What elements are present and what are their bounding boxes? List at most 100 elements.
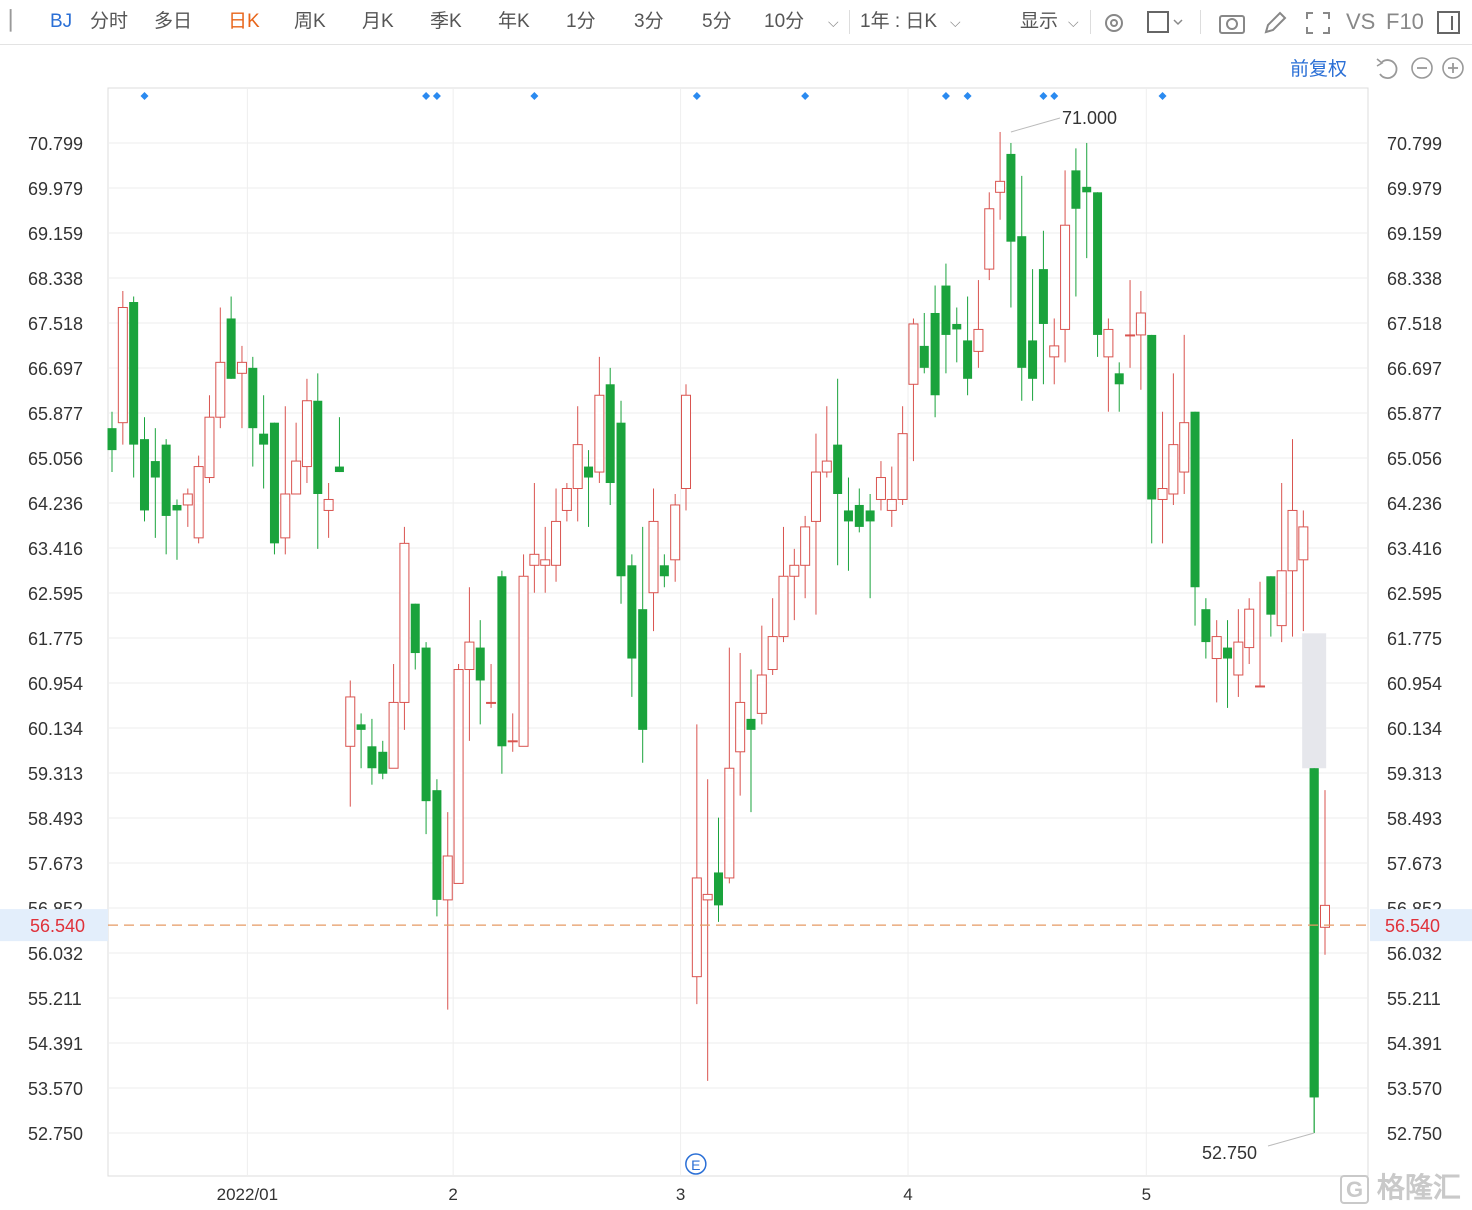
x-tick-label: 3 <box>676 1185 685 1204</box>
candle-body-up <box>1320 904 1330 928</box>
event-diamond <box>432 92 441 100</box>
tab-6[interactable]: 年K <box>498 11 530 32</box>
chart-toolbar: ▏ BJ 分时 多日 日K 周K 月K 季K 年K 1分 3分 5分 10分 ⌵ 1年 : 日K ⌵… <box>0 0 1472 45</box>
candle-body-up <box>875 477 886 500</box>
candle-body-up <box>388 701 399 769</box>
candle-body-down <box>410 603 420 654</box>
toolbar-divider <box>1200 10 1201 34</box>
market-label[interactable]: BJ <box>50 11 73 32</box>
candle-body-down <box>638 609 648 730</box>
candle-body-down <box>1223 647 1233 659</box>
candle-body-up <box>1179 422 1190 473</box>
candle-body-down <box>1082 186 1092 193</box>
candle-body-down <box>248 367 258 429</box>
candle-body-down <box>172 504 182 511</box>
event-diamond <box>1039 92 1048 100</box>
candle-body-up <box>681 394 692 490</box>
candle-body-up <box>507 740 518 743</box>
zoom-out-icon[interactable] <box>1411 57 1433 79</box>
tab-5[interactable]: 季K <box>430 11 462 32</box>
candle-body-down <box>259 433 269 445</box>
candle-body-down <box>1201 609 1211 643</box>
undo-icon[interactable] <box>1376 58 1398 79</box>
y-tick-label-left: 57.673 <box>28 854 83 874</box>
panel-toggle-icon[interactable] <box>1436 10 1462 36</box>
period-selector[interactable]: 1年 : 日K <box>860 11 938 32</box>
last-price-label-left: 56.540 <box>30 916 85 936</box>
y-tick-label-left: 58.493 <box>28 809 83 829</box>
fullscreen-icon[interactable] <box>1304 10 1332 36</box>
candle-body-up <box>236 361 247 374</box>
candle-body-up <box>464 641 475 671</box>
camera-icon[interactable] <box>1218 10 1246 36</box>
candle-body-down <box>616 422 626 577</box>
candle-body-down <box>941 285 951 335</box>
candle-body-up <box>691 877 702 978</box>
y-tick-label-right: 55.211 <box>1387 989 1441 1009</box>
candle-body-down <box>367 746 377 769</box>
y-tick-label-right: 56.032 <box>1387 944 1442 964</box>
tab-4[interactable]: 月K <box>362 11 394 32</box>
y-tick-label-left: 60.954 <box>28 674 83 694</box>
y-tick-label-right: 63.416 <box>1387 539 1442 559</box>
more-periods-chevron-icon[interactable]: ⌵ <box>828 14 839 30</box>
y-tick-label-left: 64.236 <box>28 494 83 514</box>
y-tick-label-right: 52.750 <box>1387 1124 1442 1144</box>
y-tick-label-left: 65.877 <box>28 404 83 424</box>
candle-body-up <box>323 498 334 511</box>
zoom-controls <box>1376 57 1464 79</box>
candle-body-down <box>605 384 615 484</box>
tab-3[interactable]: 周K <box>294 11 326 32</box>
tab-10[interactable]: 10分 <box>764 11 805 32</box>
y-tick-label-left: 69.979 <box>28 179 83 199</box>
tab-9[interactable]: 5分 <box>702 11 732 32</box>
zoom-in-icon[interactable] <box>1442 57 1464 79</box>
x-tick-label: 2022/01 <box>217 1185 278 1204</box>
event-diamond <box>1158 92 1167 100</box>
last-price-label-right: 56.540 <box>1385 916 1440 936</box>
draw-rect-icon[interactable] <box>1146 10 1186 36</box>
candle-body-down <box>963 340 973 379</box>
candle-body-down <box>475 647 485 681</box>
y-tick-label-left: 70.799 <box>28 134 83 154</box>
y-tick-label-left: 60.134 <box>28 719 83 739</box>
candle-body-up <box>789 564 800 577</box>
candle-body-up <box>735 701 746 753</box>
period-chevron-icon[interactable]: ⌵ <box>950 14 961 30</box>
candle-body-down <box>833 444 843 494</box>
candle-body-down <box>432 790 442 900</box>
tab-0[interactable]: 分时 <box>90 11 129 32</box>
tab-2[interactable]: 日K <box>228 11 260 32</box>
candle-body-up <box>345 696 356 747</box>
candle-body-up <box>280 493 291 539</box>
tab-1[interactable]: 多日 <box>154 11 193 32</box>
price-overlay: 56.540 56.540 71.000 52.750 <box>0 108 1472 1163</box>
candle-body-up <box>778 575 789 638</box>
y-axis-right: 70.799 69.979 69.159 68.338 67.518 66.697 65.8… <box>1387 134 1442 1144</box>
candle-body-up <box>886 498 897 511</box>
pen-icon[interactable] <box>1262 10 1288 36</box>
sidebar-toggle-icon[interactable]: ▏ <box>10 11 25 32</box>
candle-body-up <box>1060 224 1071 330</box>
candle-body-up <box>702 893 713 901</box>
min-leader-line <box>1267 1132 1315 1147</box>
y-tick-label-right: 53.570 <box>1387 1079 1442 1099</box>
compare-button[interactable]: VS <box>1346 9 1376 34</box>
settings-gear-icon[interactable] <box>1100 10 1128 36</box>
tab-8[interactable]: 3分 <box>634 11 664 32</box>
candle-body-down <box>1028 340 1038 379</box>
last-price-box-left <box>0 909 108 942</box>
plot-frame <box>107 87 1369 1177</box>
candle-body-down <box>1266 576 1276 615</box>
display-menu[interactable]: 显示 <box>1020 11 1059 32</box>
candle-body-up <box>800 526 811 566</box>
candle-body-up <box>442 855 453 901</box>
candle-body-up <box>984 208 995 270</box>
adjust-mode-button[interactable]: 前复权 <box>1290 59 1348 80</box>
f10-button[interactable]: F10 <box>1386 9 1424 34</box>
candle-body-down <box>952 323 962 330</box>
display-chevron-icon[interactable]: ⌵ <box>1068 14 1079 30</box>
tab-7[interactable]: 1分 <box>566 11 596 32</box>
candle-body-up <box>1233 641 1244 676</box>
